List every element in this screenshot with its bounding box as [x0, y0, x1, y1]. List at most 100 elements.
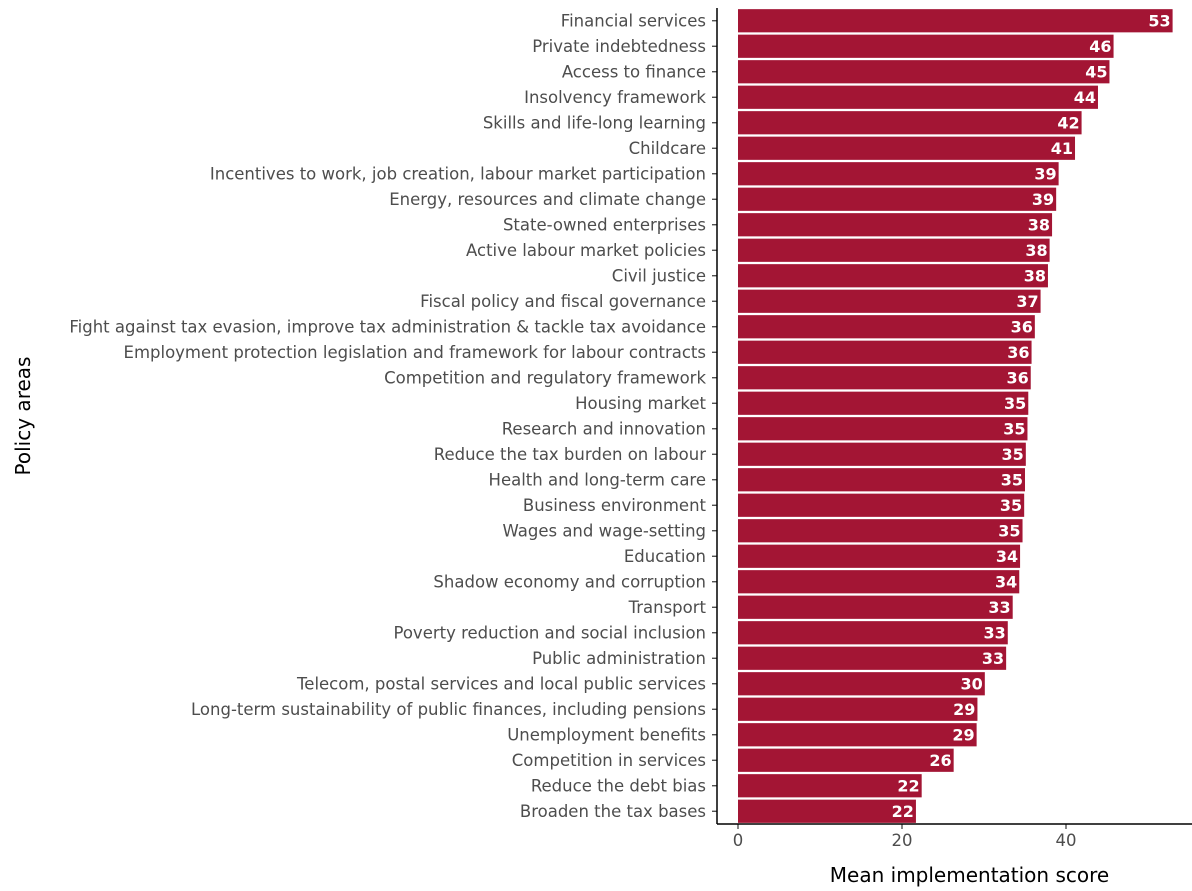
category-label: Long-term sustainability of public finan… — [191, 700, 706, 719]
bar — [738, 774, 922, 798]
bar-value-label: 42 — [1057, 113, 1079, 132]
bar-value-label: 22 — [897, 776, 919, 795]
category-label: Insolvency framework — [524, 88, 706, 107]
bar — [738, 264, 1048, 288]
category-label: Public administration — [532, 649, 706, 668]
bar — [738, 213, 1053, 237]
bar — [738, 315, 1035, 339]
category-label: Reduce the tax burden on labour — [434, 445, 706, 464]
bar-value-label: 46 — [1089, 37, 1111, 56]
category-labels: Financial services Private indebtedness Ac… — [69, 11, 706, 821]
bar — [738, 85, 1098, 109]
x-tick-label: 20 — [892, 831, 913, 850]
category-label: Employment protection legislation and fr… — [124, 343, 706, 362]
category-label: Access to finance — [562, 62, 706, 81]
bar-value-label: 39 — [1034, 164, 1056, 183]
category-label: Fiscal policy and fiscal governance — [420, 292, 706, 311]
bar — [738, 723, 977, 747]
bar — [738, 289, 1041, 313]
bar-value-label: 36 — [1007, 343, 1029, 362]
bar-value-label: 38 — [1025, 241, 1047, 260]
category-label: Competition in services — [512, 751, 706, 770]
bar — [738, 34, 1114, 58]
category-label: Unemployment benefits — [507, 725, 706, 744]
category-label: Private indebtedness — [532, 37, 706, 56]
category-label: Business environment — [523, 496, 707, 515]
category-label: Telecom, postal services and local publi… — [296, 674, 706, 693]
bar-value-label: 33 — [988, 598, 1010, 617]
category-label: Health and long-term care — [489, 470, 706, 489]
category-label: Competition and regulatory framework — [384, 368, 706, 387]
bar — [738, 162, 1059, 186]
bar-value-label: 35 — [1001, 470, 1023, 489]
category-label: Active labour market policies — [466, 241, 706, 260]
category-label: Housing market — [575, 394, 706, 413]
bar-value-label: 29 — [952, 725, 974, 744]
bar-value-label: 38 — [1028, 215, 1050, 234]
bar — [738, 570, 1020, 594]
bar — [738, 595, 1013, 619]
x-tick-label: 40 — [1056, 831, 1077, 850]
x-tick-label: 0 — [733, 831, 744, 850]
bar — [738, 468, 1025, 492]
bar-value-labels: 53 46 45 44 42 41 39 39 38 38 38 37 36 36 36 35 35 35 35 35… — [892, 11, 1171, 821]
category-label: Wages and wage-setting — [502, 521, 706, 540]
bar-value-label: 53 — [1148, 11, 1170, 30]
bar — [738, 646, 1007, 670]
bar-value-label: 44 — [1074, 88, 1096, 107]
category-label: Childcare — [629, 139, 706, 158]
bar — [738, 621, 1008, 645]
bar-value-label: 35 — [1000, 496, 1022, 515]
x-axis-ticks: 0 20 40 — [733, 824, 1077, 850]
category-label: Education — [624, 547, 706, 566]
bar-value-label: 30 — [961, 674, 983, 693]
bars-group — [738, 9, 1173, 823]
bar — [738, 60, 1110, 84]
bar — [738, 493, 1025, 517]
category-label: Energy, resources and climate change — [389, 190, 706, 209]
bar — [738, 544, 1021, 568]
bar-value-label: 34 — [996, 547, 1018, 566]
bar — [738, 417, 1028, 441]
bar-value-label: 29 — [953, 700, 975, 719]
x-axis-title: Mean implementation score — [830, 863, 1109, 887]
category-label: Incentives to work, job creation, labour… — [210, 164, 706, 183]
bar — [738, 799, 916, 823]
bar-value-label: 22 — [892, 802, 914, 821]
bar — [738, 366, 1031, 390]
category-label: Financial services — [561, 11, 706, 30]
bar-value-label: 36 — [1006, 368, 1028, 387]
category-label: Skills and life-long learning — [483, 113, 706, 132]
bar — [738, 672, 985, 696]
bar-value-label: 35 — [1004, 394, 1026, 413]
category-label: Fight against tax evasion, improve tax a… — [69, 317, 706, 336]
y-axis-ticks — [712, 20, 717, 812]
bar — [738, 9, 1173, 33]
bar — [738, 442, 1026, 466]
bar — [738, 187, 1057, 211]
bar-value-label: 39 — [1032, 190, 1054, 209]
bar-value-label: 33 — [982, 649, 1004, 668]
category-label: Transport — [628, 598, 707, 617]
bar-value-label: 38 — [1024, 266, 1046, 285]
bar-value-label: 35 — [998, 521, 1020, 540]
category-label: Research and innovation — [502, 419, 706, 438]
category-label: Reduce the debt bias — [531, 776, 706, 795]
bar — [738, 519, 1023, 543]
bar-value-label: 45 — [1085, 62, 1107, 81]
bar — [738, 340, 1032, 364]
bar-value-label: 33 — [984, 623, 1006, 642]
bar — [738, 111, 1082, 135]
bar-value-label: 41 — [1051, 139, 1073, 158]
category-label: State-owned enterprises — [503, 215, 706, 234]
category-label: Poverty reduction and social inclusion — [393, 623, 706, 642]
bar-value-label: 36 — [1011, 317, 1033, 336]
bar — [738, 697, 978, 721]
bar — [738, 238, 1050, 262]
category-label: Civil justice — [612, 266, 706, 285]
bar-value-label: 34 — [995, 572, 1017, 591]
bar — [738, 136, 1076, 160]
bar — [738, 748, 954, 772]
category-label: Broaden the tax bases — [520, 802, 706, 821]
